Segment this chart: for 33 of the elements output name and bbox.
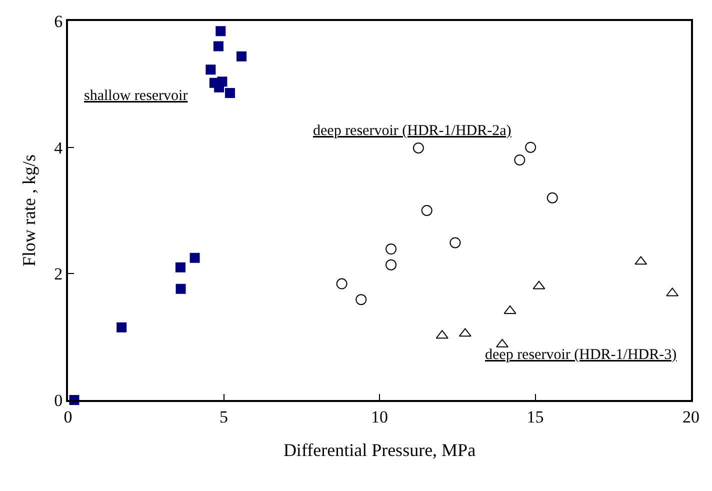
point xyxy=(450,237,461,248)
point xyxy=(412,142,424,154)
series-label: shallow reservoir xyxy=(84,88,188,104)
point xyxy=(176,284,186,294)
point xyxy=(224,88,235,98)
point xyxy=(421,205,432,216)
y-tick-label: 4 xyxy=(54,138,64,158)
x-tick-label: 20 xyxy=(682,407,700,426)
point xyxy=(190,252,200,263)
point xyxy=(236,51,247,62)
point xyxy=(386,259,397,270)
point xyxy=(116,322,127,332)
series-label: deep reservoir (HDR-1/HDR-2a) xyxy=(313,123,512,139)
y-tick-label: 2 xyxy=(54,264,63,284)
point xyxy=(386,244,397,255)
series-label: deep reservoir (HDR-1/HDR-3) xyxy=(485,347,677,363)
x-tick-label: 10 xyxy=(371,407,388,426)
y-tick-label: 0 xyxy=(54,390,63,410)
point xyxy=(514,154,526,166)
x-tick-label: 15 xyxy=(526,407,544,426)
point xyxy=(175,262,186,272)
point xyxy=(336,278,348,290)
point xyxy=(206,64,216,75)
point xyxy=(213,41,224,52)
x-axis-title: Differential Pressure, MPa xyxy=(283,440,476,460)
point xyxy=(217,76,228,87)
point xyxy=(525,142,536,153)
point xyxy=(546,192,558,204)
y-tick-label: 6 xyxy=(54,12,63,31)
y-axis-title: Flow rate , kg/s xyxy=(18,154,39,266)
x-tick-label: 5 xyxy=(220,407,228,426)
point xyxy=(356,294,367,306)
point xyxy=(216,26,226,36)
